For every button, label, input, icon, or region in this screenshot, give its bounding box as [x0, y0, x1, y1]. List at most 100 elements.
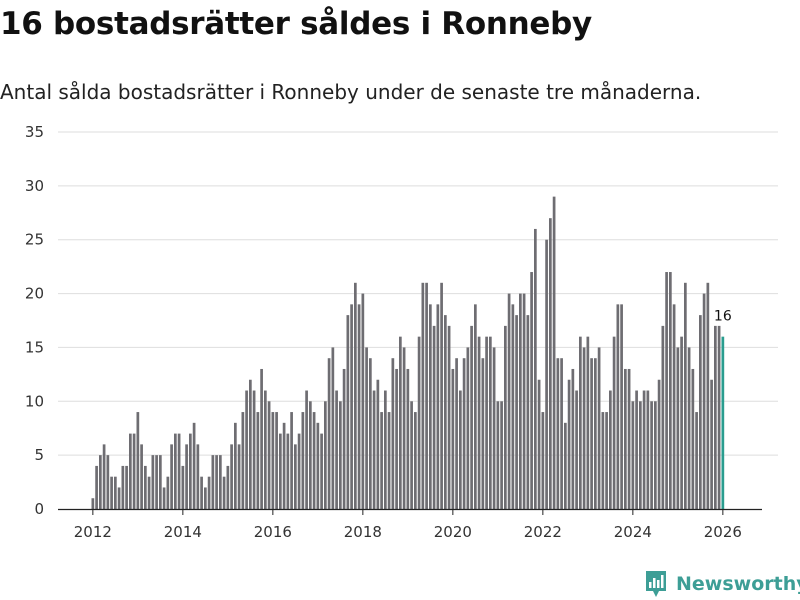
bar	[530, 272, 533, 509]
bar	[417, 336, 421, 509]
bar	[327, 358, 331, 509]
bar	[410, 401, 413, 509]
bar	[174, 433, 177, 509]
bar	[425, 282, 428, 509]
bar	[372, 390, 376, 509]
y-tick-label: 20	[25, 285, 44, 303]
bar	[440, 282, 443, 509]
bar	[620, 304, 623, 509]
x-tick-label: 2024	[614, 523, 652, 541]
bar	[582, 347, 586, 509]
bar	[264, 390, 267, 509]
bar	[432, 325, 436, 509]
bar	[485, 336, 488, 509]
bar	[290, 412, 293, 509]
bar	[230, 444, 233, 509]
bar	[541, 412, 545, 509]
bar	[657, 379, 661, 509]
bar	[706, 282, 710, 509]
bar	[586, 336, 590, 509]
bar	[661, 325, 665, 509]
bar	[672, 304, 676, 509]
newsworthy-brand[interactable]: Newsworthy	[644, 568, 800, 600]
bar	[462, 358, 466, 509]
bar	[241, 412, 245, 509]
bar	[256, 412, 260, 509]
bar	[511, 304, 515, 509]
y-axis-ticks: 0 5 10 15 20 25 30 35	[25, 123, 44, 518]
bar	[159, 455, 162, 509]
bar	[312, 412, 316, 509]
bar	[162, 487, 166, 509]
bar	[669, 272, 672, 509]
bar	[571, 368, 575, 509]
x-tick-label: 2020	[434, 523, 472, 541]
y-tick-label: 0	[34, 500, 44, 518]
bar	[507, 293, 511, 509]
bar	[387, 412, 391, 509]
bar	[181, 465, 185, 509]
bar	[492, 347, 496, 509]
bar	[384, 390, 387, 509]
bar	[556, 358, 560, 509]
bar	[414, 412, 417, 509]
bar	[650, 401, 653, 509]
bar	[144, 465, 147, 509]
bar	[399, 336, 402, 509]
bar	[342, 368, 346, 509]
bar	[601, 412, 605, 509]
bar	[294, 444, 297, 509]
bar	[549, 218, 552, 509]
brand-name: Newsworthy	[676, 573, 800, 595]
bar	[391, 358, 395, 509]
bar	[331, 347, 335, 509]
bar	[252, 390, 256, 509]
bar	[447, 325, 451, 509]
bar	[219, 455, 222, 509]
bar	[324, 401, 327, 509]
x-axis: 2012 2014 2016 2018 2020 2022 2024 2026	[58, 508, 762, 541]
bar	[646, 390, 650, 509]
bar	[106, 455, 110, 509]
bar	[504, 325, 507, 509]
bar	[226, 465, 230, 509]
bar	[215, 455, 218, 509]
bar	[470, 325, 473, 509]
bar	[717, 325, 721, 509]
bar	[136, 412, 140, 509]
bar	[537, 379, 541, 509]
bar	[579, 336, 582, 509]
bar	[519, 293, 522, 509]
bar	[271, 412, 275, 509]
bar	[189, 433, 192, 509]
bar	[155, 455, 158, 509]
bar	[339, 401, 342, 509]
bar	[369, 358, 372, 509]
y-tick-label: 35	[25, 123, 44, 141]
x-tick-label: 2022	[524, 523, 562, 541]
x-tick-label: 2014	[164, 523, 202, 541]
bar	[489, 336, 492, 509]
bar	[564, 422, 567, 509]
bar	[665, 272, 668, 509]
bar	[204, 487, 207, 509]
bar	[421, 282, 425, 509]
bar	[594, 358, 597, 509]
bar	[140, 444, 143, 509]
bar	[567, 379, 571, 509]
bar	[211, 455, 215, 509]
bar	[496, 401, 500, 509]
bars	[91, 196, 725, 509]
bar	[575, 390, 578, 509]
bar	[297, 433, 301, 509]
last-value-label: 16	[714, 309, 732, 325]
y-tick-label: 25	[25, 231, 44, 249]
bar	[234, 422, 237, 509]
bar	[429, 304, 432, 509]
bar	[714, 325, 717, 509]
bar	[286, 433, 290, 509]
bar	[616, 304, 620, 509]
x-tick-label: 2016	[254, 523, 292, 541]
bar	[605, 412, 608, 509]
chart-title: 16 bostadsrätter såldes i Ronneby	[0, 6, 592, 42]
